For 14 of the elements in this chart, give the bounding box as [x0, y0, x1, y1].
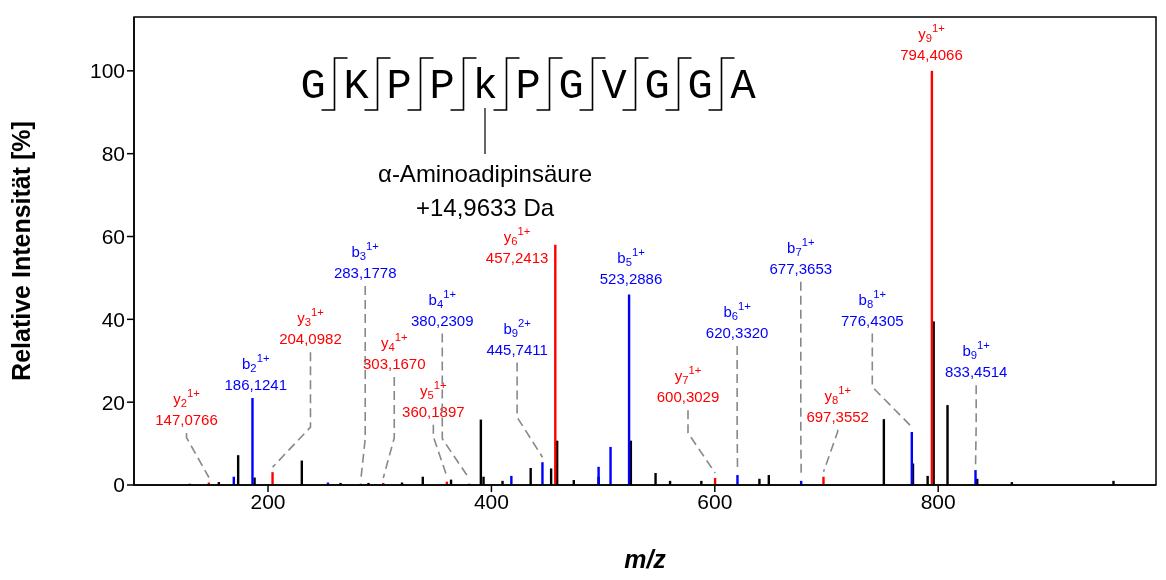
y-tick-label: 20 — [101, 390, 125, 414]
y-tick-label: 40 — [101, 307, 125, 331]
x-tick-label: 400 — [473, 489, 509, 513]
x-tick-label: 600 — [697, 489, 733, 513]
x-tick-label: 200 — [250, 489, 286, 513]
y-tick-label: 80 — [101, 142, 125, 166]
annotation: +14,9633 Da — [415, 194, 555, 221]
y-tick-label: 60 — [101, 224, 125, 248]
y-axis-title: Relative Intensität [%] — [7, 121, 35, 381]
y-tick-label: 0 — [113, 473, 125, 497]
y-tick-label: 100 — [89, 59, 125, 83]
x-tick-label: 800 — [920, 489, 956, 513]
annotation: α-Aminoadipinsäure — [378, 160, 592, 187]
x-axis-title: m/z — [624, 545, 667, 573]
